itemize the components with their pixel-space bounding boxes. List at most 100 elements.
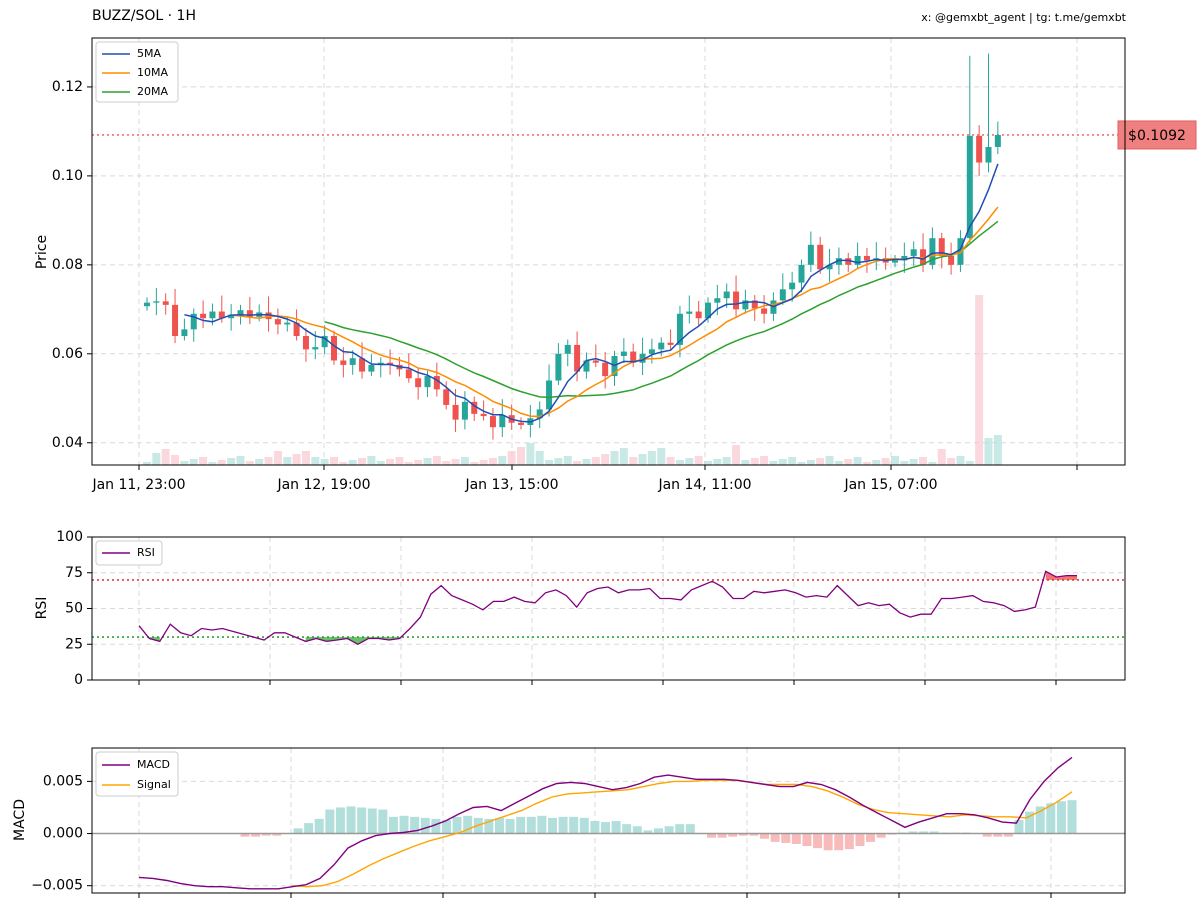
macd-hist-bar	[547, 817, 557, 834]
volume-bar	[993, 435, 1002, 465]
candle-body	[620, 351, 627, 357]
ma5-line	[184, 163, 999, 423]
macd-frame	[91, 747, 1126, 894]
candle-body	[733, 291, 740, 310]
volume-bar	[488, 458, 497, 465]
candle-body	[648, 349, 655, 354]
macd-hist-bar	[834, 833, 844, 851]
volume-bar	[273, 451, 282, 465]
candle-body	[228, 314, 235, 319]
volume-bar	[517, 447, 525, 465]
candle-body	[667, 342, 674, 345]
candle-body	[190, 313, 197, 330]
macd-hist-bar	[452, 816, 462, 834]
candle-body	[695, 311, 702, 319]
candle-body	[658, 342, 665, 350]
candle-body	[200, 313, 207, 319]
volume-bar	[666, 457, 675, 465]
candle-body	[789, 282, 796, 290]
volume-bar	[311, 457, 320, 465]
credit-text: x: @gemxbt_agent | tg: t.me/gemxbt	[921, 11, 1126, 24]
candle-body	[359, 358, 366, 372]
volume-bar	[975, 295, 984, 465]
macd-hist-bar	[431, 818, 441, 834]
volume-bar	[965, 461, 974, 465]
volume-bar	[797, 462, 806, 465]
macd-hist-bar	[622, 824, 632, 834]
rsi-ytick-label: 50	[65, 601, 83, 617]
macd-hist-bar	[240, 833, 250, 837]
macd-hist-bar	[526, 816, 536, 834]
macd-hist-bar	[1056, 801, 1066, 834]
macd-ytick-label: 0.005	[43, 773, 83, 789]
volume-bar	[161, 449, 170, 465]
candle-body	[564, 344, 571, 354]
macd-hist-bar	[654, 828, 664, 834]
macd-hist-bar	[261, 833, 271, 836]
candle-body	[144, 302, 150, 307]
volume-bar	[339, 462, 348, 465]
volume-bar	[386, 459, 395, 465]
price-xtick-label: Jan 15, 07:00	[843, 477, 937, 493]
volume-bar	[844, 459, 853, 465]
candle-body	[331, 336, 337, 361]
volume-bar	[638, 454, 647, 465]
volume-bar	[881, 458, 890, 465]
macd-hist-bar	[410, 816, 420, 834]
price-panel: $0.1092 0.04 0.06 0.08 0.10 0.12 Jan 11, 23:00…	[34, 37, 1197, 493]
rsi-ylabel: RSI	[34, 597, 50, 620]
macd-hist-bar	[378, 809, 388, 834]
volume-bar	[143, 462, 151, 465]
volume-bar	[937, 449, 946, 465]
price-legend	[95, 41, 179, 103]
macd-hist-bar	[929, 831, 939, 834]
volume-bar	[376, 461, 385, 465]
volume-bar	[862, 462, 871, 465]
macd-hist-bar	[781, 833, 791, 843]
volume-bar	[694, 456, 703, 465]
volume-bar	[816, 458, 825, 465]
price-ytick-label: 0.12	[52, 79, 83, 95]
volume-bar	[769, 461, 778, 465]
price-ytick-label: 0.04	[52, 435, 83, 451]
candle-body	[798, 264, 805, 283]
candle-body	[433, 376, 440, 390]
macd-hist-bar	[1003, 833, 1013, 837]
candle-body	[845, 258, 852, 265]
candle-body	[574, 344, 581, 372]
candle-body	[536, 409, 543, 419]
candle-body	[237, 310, 244, 315]
macd-hist-bar	[760, 833, 770, 839]
macd-hist-bar	[982, 833, 992, 837]
macd-hist-bar	[494, 817, 504, 834]
rsi-ytick-label: 75	[65, 565, 83, 581]
candle-body	[293, 322, 300, 337]
current-price-badge	[1117, 120, 1197, 150]
volume-bar	[152, 453, 161, 465]
macd-hist-bar	[420, 817, 430, 834]
volume-bar	[395, 457, 404, 465]
volume-bar	[919, 457, 928, 465]
macd-hist-bar	[335, 807, 345, 834]
price-frame	[91, 37, 1126, 466]
volume-bar	[872, 460, 881, 465]
volume-bar	[348, 460, 357, 465]
macd-hist-bar	[272, 833, 282, 836]
volume-bar	[834, 461, 843, 465]
candle-body	[826, 264, 833, 270]
price-xtick-label: Jan 11, 23:00	[91, 477, 185, 493]
macd-hist-bar	[484, 818, 494, 834]
candle-body	[602, 362, 609, 377]
rsi-ytick-label: 100	[56, 529, 83, 545]
volume-bar	[722, 457, 731, 465]
legend-label-macd: MACD	[137, 758, 170, 771]
legend-label-5ma: 5MA	[137, 47, 161, 60]
candle-body	[424, 376, 431, 388]
candle-body	[415, 378, 422, 388]
candle-body	[751, 300, 758, 309]
candle-body	[172, 304, 179, 337]
volume-bar	[741, 460, 750, 465]
volume-bar	[227, 458, 236, 465]
volume-bar	[685, 458, 694, 465]
